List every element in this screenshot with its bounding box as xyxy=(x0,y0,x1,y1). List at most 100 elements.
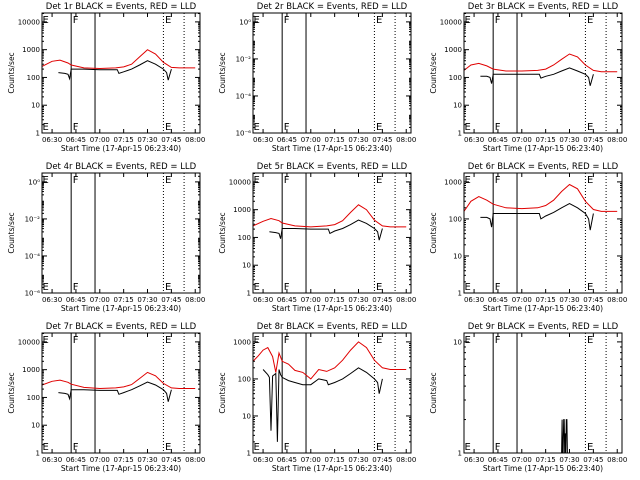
x-tick-label: 06:45 xyxy=(488,136,508,144)
annotation-label-bottom: E xyxy=(43,282,49,293)
y-axis-label: Counts/sec xyxy=(7,212,16,253)
x-tick-label: 07:00 xyxy=(512,136,532,144)
chart-panel-4: Det 4r BLACK = Events, RED = LLD E E F F E E 06… xyxy=(7,162,205,313)
annotation-label-top: E xyxy=(465,175,471,186)
annotation-label-top: E xyxy=(587,175,593,186)
annotation-label-bottom: E xyxy=(43,122,49,133)
series-red-line xyxy=(42,371,196,390)
x-tick-label: 07:00 xyxy=(90,456,110,464)
y-tick-label: 1000 xyxy=(22,366,40,374)
annotation-label-bottom: E xyxy=(376,442,382,453)
x-tick-label: 07:45 xyxy=(372,136,392,144)
annotation-label-top: E xyxy=(254,335,260,346)
y-tick-label: 10 xyxy=(453,252,462,260)
x-tick-label: 06:45 xyxy=(488,456,508,464)
y-tick-label: 10⁻⁶ xyxy=(25,290,41,298)
chart-panel-2: Det 2r BLACK = Events, RED = LLD E E F F E E 06… xyxy=(218,2,416,153)
y-tick-label: 10⁻² xyxy=(236,55,252,63)
annotation-label-bottom: E xyxy=(465,122,471,133)
annotation-label-bottom: E xyxy=(165,282,171,293)
plot-frame xyxy=(252,172,412,294)
x-tick-label: 06:30 xyxy=(42,136,62,144)
x-tick-label: 07:45 xyxy=(161,136,181,144)
y-tick-label: 100 xyxy=(449,215,462,223)
x-tick-label: 07:30 xyxy=(559,456,579,464)
y-tick-label: 10 xyxy=(453,102,462,110)
y-tick-label: 10⁰ xyxy=(239,18,251,26)
y-tick-label: 10⁻² xyxy=(25,215,41,223)
y-tick-label: 10⁻⁴ xyxy=(25,252,41,260)
y-tick-label: 1000 xyxy=(233,206,251,214)
annotation-label-top: F xyxy=(495,175,501,186)
x-axis-label: Start Time (17-Apr-15 06:23:40) xyxy=(483,304,603,313)
annotation-label-bottom: F xyxy=(495,442,501,453)
y-axis-label: Counts/sec xyxy=(429,212,438,253)
x-axis-label: Start Time (17-Apr-15 06:23:40) xyxy=(61,464,181,473)
x-tick-label: 08:00 xyxy=(396,296,416,304)
series-red-line xyxy=(253,341,407,380)
x-tick-label: 07:45 xyxy=(583,296,603,304)
y-tick-label: 1000 xyxy=(233,338,251,346)
annotation-label-top: E xyxy=(465,15,471,26)
x-tick-label: 06:45 xyxy=(277,456,297,464)
x-axis-label: Start Time (17-Apr-15 06:23:40) xyxy=(483,464,603,473)
y-tick-label: 10 xyxy=(31,102,40,110)
annotation-label-top: F xyxy=(73,175,79,186)
chart-title: Det 7r BLACK = Events, RED = LLD xyxy=(46,322,197,332)
series-black-line xyxy=(480,203,594,231)
y-tick-label: 1 xyxy=(36,130,40,138)
x-tick-label: 07:30 xyxy=(559,296,579,304)
annotation-label-top: F xyxy=(284,335,290,346)
chart-title: Det 9r BLACK = Events, RED = LLD xyxy=(468,322,619,332)
annotation-label-bottom: F xyxy=(73,122,79,133)
x-tick-label: 07:45 xyxy=(161,296,181,304)
x-tick-label: 08:00 xyxy=(396,456,416,464)
y-tick-label: 1000 xyxy=(22,46,40,54)
y-tick-label: 10 xyxy=(242,412,251,420)
x-tick-label: 07:30 xyxy=(348,136,368,144)
series-red-line xyxy=(464,183,618,212)
x-tick-label: 07:15 xyxy=(536,296,556,304)
x-tick-label: 07:45 xyxy=(583,456,603,464)
y-tick-label: 100 xyxy=(238,234,251,242)
chart-title: Det 8r BLACK = Events, RED = LLD xyxy=(257,322,408,332)
annotation-label-top: E xyxy=(254,175,260,186)
x-tick-label: 07:45 xyxy=(161,456,181,464)
x-tick-label: 06:30 xyxy=(42,296,62,304)
x-tick-label: 07:15 xyxy=(325,136,345,144)
annotation-label-bottom: F xyxy=(284,442,290,453)
x-tick-label: 07:30 xyxy=(137,296,157,304)
x-tick-label: 06:30 xyxy=(253,456,273,464)
annotation-label-bottom: F xyxy=(284,122,290,133)
annotation-label-bottom: E xyxy=(465,442,471,453)
annotation-label-bottom: F xyxy=(73,442,79,453)
y-tick-label: 10 xyxy=(453,338,462,346)
annotation-label-top: E xyxy=(376,335,382,346)
annotation-label-bottom: E xyxy=(254,122,260,133)
x-axis-label: Start Time (17-Apr-15 06:23:40) xyxy=(272,304,392,313)
annotation-label-top: E xyxy=(165,335,171,346)
x-tick-label: 07:15 xyxy=(536,456,556,464)
x-tick-label: 08:00 xyxy=(607,296,627,304)
x-tick-label: 06:30 xyxy=(464,136,484,144)
annotation-label-bottom: F xyxy=(73,282,79,293)
y-tick-label: 10⁻⁶ xyxy=(236,130,252,138)
y-tick-label: 1000 xyxy=(444,178,462,186)
series-black-line xyxy=(262,367,383,442)
chart-title: Det 5r BLACK = Events, RED = LLD xyxy=(257,162,408,172)
chart-panel-5: Det 5r BLACK = Events, RED = LLD E E F F E E 06… xyxy=(218,162,416,313)
annotation-label-top: E xyxy=(376,15,382,26)
y-tick-label: 10⁻⁴ xyxy=(236,92,252,100)
x-tick-label: 07:30 xyxy=(559,136,579,144)
y-tick-label: 10000 xyxy=(18,338,40,346)
x-tick-label: 07:15 xyxy=(325,296,345,304)
x-tick-label: 06:30 xyxy=(464,296,484,304)
x-tick-label: 07:15 xyxy=(114,296,134,304)
x-axis-label: Start Time (17-Apr-15 06:23:40) xyxy=(61,144,181,153)
annotation-label-bottom: E xyxy=(376,282,382,293)
x-tick-label: 07:30 xyxy=(137,456,157,464)
x-tick-label: 07:00 xyxy=(512,296,532,304)
x-axis-label: Start Time (17-Apr-15 06:23:40) xyxy=(272,144,392,153)
x-tick-label: 06:45 xyxy=(66,296,86,304)
chart-title: Det 3r BLACK = Events, RED = LLD xyxy=(468,2,619,12)
